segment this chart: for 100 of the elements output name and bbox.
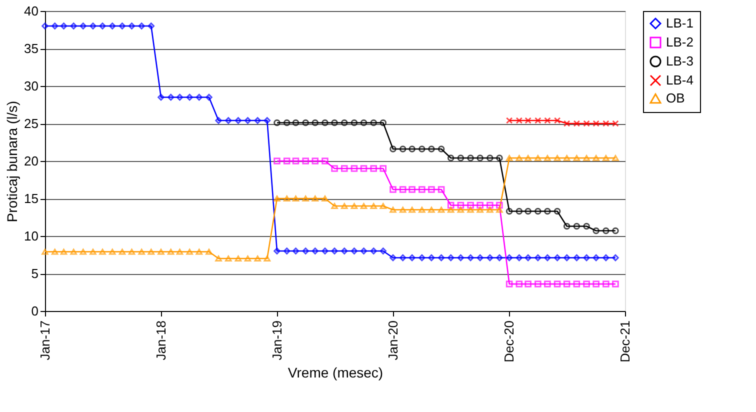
y-tick-label: 10 [24, 228, 38, 244]
point [447, 206, 454, 213]
point [254, 255, 262, 262]
point [254, 117, 262, 124]
point [554, 154, 561, 162]
point [42, 22, 48, 30]
point [99, 22, 106, 30]
point [215, 255, 222, 262]
point [322, 195, 328, 202]
x-axis-title: Vreme (mesec) [288, 364, 384, 380]
point [467, 206, 474, 213]
point [486, 154, 494, 162]
point [322, 248, 328, 254]
point [438, 186, 445, 193]
point [176, 248, 184, 255]
point [274, 158, 280, 164]
point [583, 280, 590, 288]
point [370, 119, 378, 126]
point [380, 165, 387, 172]
point [340, 165, 348, 172]
point [42, 248, 48, 255]
y-axis-title: Proticaj bunara (l/s) [4, 100, 20, 222]
point [496, 254, 503, 262]
point [418, 206, 426, 213]
point [390, 186, 396, 193]
point [292, 248, 300, 254]
point [390, 146, 396, 152]
point [206, 248, 212, 255]
point [524, 280, 532, 288]
x-tick-label: Jan-20 [386, 320, 400, 360]
point [602, 254, 610, 262]
point [350, 119, 358, 126]
point [534, 117, 542, 124]
point [563, 280, 570, 288]
point [534, 254, 542, 262]
point [418, 186, 426, 193]
point [70, 22, 77, 30]
y-tick-label: 35 [24, 41, 38, 56]
point [457, 254, 464, 262]
point [99, 248, 106, 255]
point [302, 195, 309, 202]
point [331, 248, 338, 254]
point [573, 254, 580, 262]
point [340, 202, 348, 210]
point [51, 22, 58, 30]
x-tick-label: Jan-17 [38, 320, 52, 360]
point [428, 206, 435, 213]
point [60, 248, 68, 255]
point [360, 119, 368, 126]
point [496, 206, 503, 213]
point [399, 146, 406, 152]
y-tick-label: 20 [24, 154, 38, 168]
x-tick-label: Jan-19 [270, 320, 284, 360]
point [408, 206, 416, 213]
point [283, 195, 290, 202]
point [167, 248, 174, 255]
point [516, 154, 523, 162]
point [516, 117, 523, 124]
legend-label: LB-1 [666, 16, 694, 30]
point [592, 227, 600, 234]
point [128, 248, 136, 255]
point [506, 280, 513, 288]
point [476, 254, 484, 262]
point [292, 158, 300, 164]
legend-label: OB [666, 90, 685, 106]
point [264, 255, 271, 262]
point [312, 248, 319, 254]
point [234, 117, 242, 124]
point [496, 154, 503, 162]
y-tick-label: 30 [24, 78, 38, 94]
point [418, 146, 426, 152]
point [428, 254, 435, 262]
point [128, 22, 136, 30]
point [592, 154, 600, 162]
point [573, 280, 580, 288]
point [447, 202, 454, 209]
y-tick-label: 0 [31, 304, 38, 318]
point [563, 254, 570, 262]
point [602, 120, 610, 127]
point [80, 22, 87, 30]
point [408, 146, 416, 152]
point [292, 195, 300, 202]
point [506, 154, 513, 162]
point [370, 202, 378, 210]
point [554, 254, 561, 262]
point [602, 154, 610, 162]
point [602, 280, 610, 288]
point [274, 195, 280, 202]
point [516, 254, 523, 262]
point [158, 94, 164, 101]
point [244, 117, 252, 124]
point [554, 117, 561, 124]
point [544, 154, 551, 162]
point [583, 154, 590, 162]
point [418, 254, 426, 262]
point [312, 119, 319, 126]
point [496, 202, 503, 209]
point [408, 186, 416, 193]
point [51, 248, 58, 255]
point [234, 255, 242, 262]
